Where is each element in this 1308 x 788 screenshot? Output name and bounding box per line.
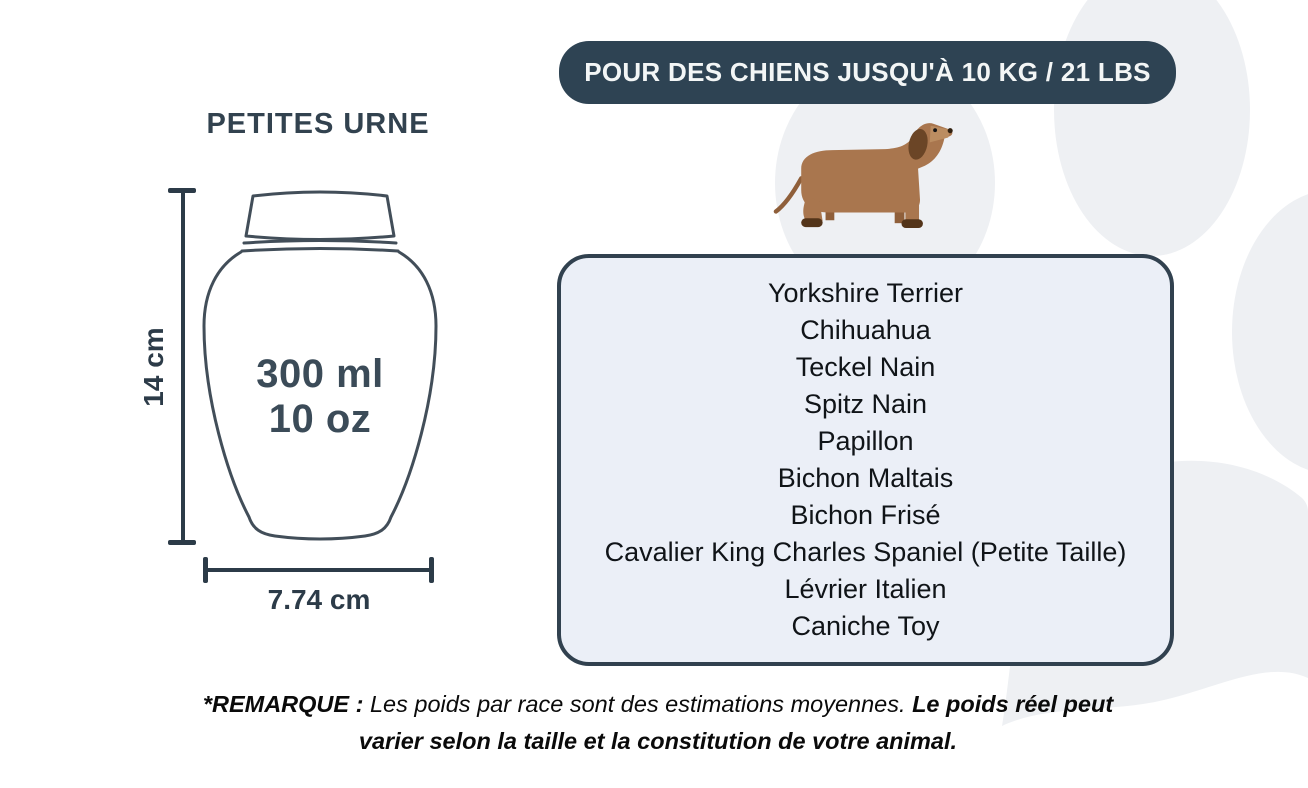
weight-banner: POUR DES CHIENS JUSQU'À 10 KG / 21 LBS xyxy=(559,41,1176,104)
note: *REMARQUE : Les poids par race sont des … xyxy=(174,686,1142,760)
breed-item: Cavalier King Charles Spaniel (Petite Ta… xyxy=(604,537,1127,567)
urn-volume: 300 ml 10 oz xyxy=(210,352,430,442)
dimension-cap xyxy=(168,188,196,193)
dimension-cap xyxy=(203,557,208,583)
height-label: 14 cm xyxy=(138,327,169,407)
urn-volume-oz: 10 oz xyxy=(268,397,372,441)
breed-item: Chihuahua xyxy=(800,315,931,345)
breed-item: Yorkshire Terrier xyxy=(767,278,964,308)
breed-item: Spitz Nain xyxy=(803,389,928,419)
breed-item: Teckel Nain xyxy=(795,352,936,382)
urn-volume-ml: 300 ml xyxy=(256,352,384,396)
dachshund-icon xyxy=(773,123,953,229)
breed-item: Lévrier Italien xyxy=(784,574,947,604)
note-prefix: *REMARQUE : xyxy=(202,691,370,717)
breeds-box: Yorkshire Terrier Chihuahua Teckel Nain Spi… xyxy=(557,254,1174,666)
urn-illustration xyxy=(202,190,438,541)
note-body: Les poids par race sont des estimations … xyxy=(369,691,913,717)
urn-title: PETITES URNE xyxy=(206,108,430,140)
dimension-cap xyxy=(168,540,196,545)
width-label: 7.74 cm xyxy=(267,584,371,615)
dimension-cap xyxy=(429,557,434,583)
width-dimension-line xyxy=(205,568,433,572)
breed-item: Papillon xyxy=(817,426,914,456)
height-dimension-line xyxy=(181,190,185,544)
breed-item: Bichon Maltais xyxy=(777,463,954,493)
weight-banner-label: POUR DES CHIENS JUSQU'À 10 KG / 21 LBS xyxy=(584,57,1151,87)
note-emphasis: Le poids réel peut varier selon la taill… xyxy=(358,691,1114,754)
breed-item: Caniche Toy xyxy=(791,611,940,641)
breed-item: Bichon Frisé xyxy=(790,500,941,530)
